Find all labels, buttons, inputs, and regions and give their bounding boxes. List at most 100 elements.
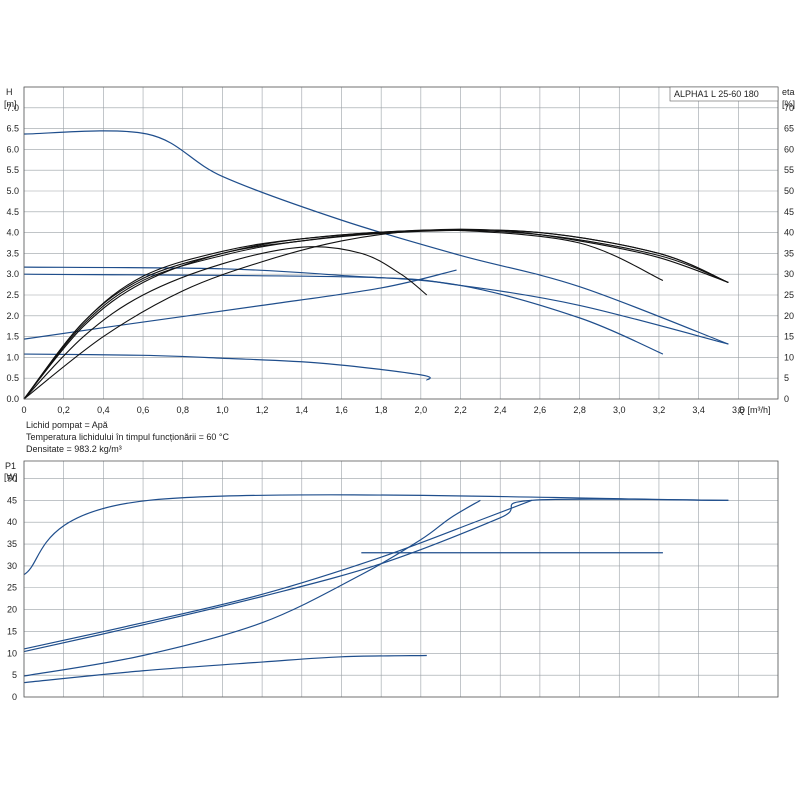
y2-tick-label: 60 xyxy=(784,144,794,154)
x-tick-label: 2,6 xyxy=(534,405,547,415)
bottom-series xyxy=(23,494,729,684)
x-tick-label: 0,8 xyxy=(176,405,189,415)
power-y-tick-label: 10 xyxy=(7,648,17,658)
x-tick-label: 0,4 xyxy=(97,405,110,415)
power-panel: 0 5 10 15 20 25 30 35 40 45 50 P1 [W] xyxy=(4,460,779,702)
y-tick-label: 4.5 xyxy=(6,207,19,217)
y2-tick-label: 55 xyxy=(784,165,794,175)
note-density: Densitate = 983.2 kg/m³ xyxy=(26,444,122,454)
top-series-9 xyxy=(23,229,729,400)
x-tick-label: 3,6 xyxy=(732,405,745,415)
y2-tick-label: 15 xyxy=(784,332,794,342)
power-y-tick-label: 25 xyxy=(7,583,17,593)
x-tick-label: 1,6 xyxy=(335,405,348,415)
power-y-tick-label: 35 xyxy=(7,539,17,549)
bottom-series-4 xyxy=(23,654,427,684)
top-xlabel: Q [m³/h] xyxy=(738,405,771,415)
power-y-tick-label: 40 xyxy=(7,517,17,527)
x-tick-label: 1,2 xyxy=(256,405,269,415)
y-tick-label: 0.0 xyxy=(6,394,19,404)
bottom-series-3 xyxy=(23,499,481,677)
x-tick-label: 1,0 xyxy=(216,405,229,415)
top-series-0 xyxy=(23,130,729,345)
x-tick-label: 0 xyxy=(21,405,26,415)
y2-tick-label: 35 xyxy=(784,248,794,258)
y-tick-label: 2.0 xyxy=(6,311,19,321)
y2-tick-label: 10 xyxy=(784,352,794,362)
y2-tick-label: 50 xyxy=(784,186,794,196)
x-tick-label: 1,4 xyxy=(296,405,309,415)
top-y2label-line2: [%] xyxy=(782,99,795,109)
power-y-tick-label: 0 xyxy=(12,692,17,702)
top-series-1 xyxy=(23,266,664,355)
chart-title-box xyxy=(669,86,779,102)
top-series-8 xyxy=(23,229,729,400)
x-tick-label: 3,4 xyxy=(692,405,705,415)
y-tick-label: 3.5 xyxy=(6,248,19,258)
x-tick-label: 2,4 xyxy=(494,405,507,415)
top-ylabel-line2: [m] xyxy=(4,99,17,109)
y2-tick-label: 5 xyxy=(784,373,789,383)
x-tick-label: 0,6 xyxy=(137,405,150,415)
power-y-tick-label: 50 xyxy=(7,473,17,483)
x-tick-label: 3,0 xyxy=(613,405,626,415)
chart-title: ALPHA1 L 25-60 180 xyxy=(674,89,759,99)
top-series-10 xyxy=(23,228,729,400)
top-series-6 xyxy=(23,229,664,400)
y-tick-label: 5.5 xyxy=(6,165,19,175)
note-fluid: Lichid pompat = Apă xyxy=(26,420,108,430)
power-y-tick-label: 20 xyxy=(7,605,17,615)
y-tick-label: 3.0 xyxy=(6,269,19,279)
y2-tick-label: 25 xyxy=(784,290,794,300)
note-temperature: Temperatura lichidului în timpul funcțio… xyxy=(26,432,229,442)
top-y2-tick-labels: 0 5 10 15 20 25 30 35 40 45 50 55 60 65 70 xyxy=(784,103,794,404)
power-y-tick-label: 45 xyxy=(7,495,17,505)
y2-tick-label: 0 xyxy=(784,394,789,404)
x-tick-label: 2,8 xyxy=(573,405,586,415)
bottom-ylabel-line2: [W] xyxy=(4,472,18,482)
top-series-2 xyxy=(23,273,729,345)
power-y-tick-label: 15 xyxy=(7,626,17,636)
y-tick-label: 0.5 xyxy=(6,373,19,383)
top-ylabel-line1: H xyxy=(6,87,13,97)
bottom-plot-frame xyxy=(23,460,779,698)
y-tick-label: 7.0 xyxy=(6,103,19,113)
y-tick-label: 6.0 xyxy=(6,144,19,154)
y-tick-label: 4.0 xyxy=(6,228,19,238)
x-tick-label: 3,2 xyxy=(653,405,666,415)
head-efficiency-panel: 0 0,2 0,4 0,6 0,8 1,0 1,2 1,4 1,6 1,8 2,0 2,2 2,4 2,6… xyxy=(4,86,795,454)
y2-tick-label: 45 xyxy=(784,207,794,217)
bottom-series-1 xyxy=(23,499,533,650)
y-tick-label: 6.5 xyxy=(6,124,19,134)
y-tick-label: 5.0 xyxy=(6,186,19,196)
bottom-ylabel-line1: P1 xyxy=(5,461,16,471)
y2-tick-label: 20 xyxy=(784,311,794,321)
y-tick-label: 1.5 xyxy=(6,332,19,342)
y2-tick-label: 65 xyxy=(784,124,794,134)
top-series-7 xyxy=(23,229,729,400)
top-grid xyxy=(23,86,779,400)
top-series-5 xyxy=(23,246,428,400)
y2-tick-label: 40 xyxy=(784,228,794,238)
top-x-tick-labels: 0 0,2 0,4 0,6 0,8 1,0 1,2 1,4 1,6 1,8 2,0 2,2 2,4 2,6… xyxy=(21,405,744,415)
x-tick-label: 2,0 xyxy=(415,405,428,415)
y-tick-label: 1.0 xyxy=(6,352,19,362)
y2-tick-label: 30 xyxy=(784,269,794,279)
x-tick-label: 2,2 xyxy=(454,405,467,415)
bottom-series-0 xyxy=(23,494,729,576)
power-y-tick-label: 30 xyxy=(7,561,17,571)
bottom-y-tick-labels: 0 5 10 15 20 25 30 35 40 45 50 xyxy=(7,473,17,702)
x-tick-label: 0,2 xyxy=(57,405,70,415)
top-series xyxy=(23,130,729,400)
top-y-tick-labels: 0.0 0.5 1.0 1.5 2.0 2.5 3.0 3.5 4.0 4.5 5.0 5.5 6.0 6… xyxy=(6,103,19,404)
bottom-grid xyxy=(23,461,779,698)
top-series-3 xyxy=(23,353,431,381)
top-series-4 xyxy=(23,269,457,340)
y-tick-label: 2.5 xyxy=(6,290,19,300)
top-plot-frame xyxy=(23,86,779,400)
power-y-tick-label: 5 xyxy=(12,670,17,680)
x-tick-label: 1,8 xyxy=(375,405,388,415)
y2-tick-label: 70 xyxy=(784,103,794,113)
top-y2label-line1: eta xyxy=(782,87,795,97)
